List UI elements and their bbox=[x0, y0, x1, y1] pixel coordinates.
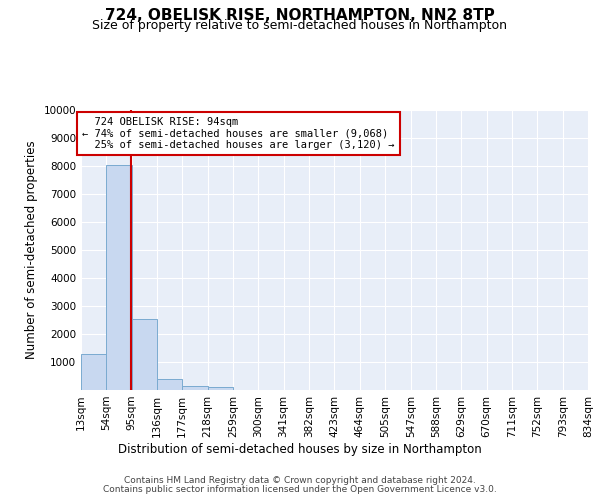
Text: Distribution of semi-detached houses by size in Northampton: Distribution of semi-detached houses by … bbox=[118, 442, 482, 456]
Text: Size of property relative to semi-detached houses in Northampton: Size of property relative to semi-detach… bbox=[92, 19, 508, 32]
Bar bbox=[208, 386, 233, 390]
Bar bbox=[182, 386, 208, 390]
Text: Contains public sector information licensed under the Open Government Licence v3: Contains public sector information licen… bbox=[103, 485, 497, 494]
Bar bbox=[131, 320, 157, 390]
Text: 724, OBELISK RISE, NORTHAMPTON, NN2 8TP: 724, OBELISK RISE, NORTHAMPTON, NN2 8TP bbox=[105, 8, 495, 22]
Bar bbox=[81, 354, 106, 390]
Text: Contains HM Land Registry data © Crown copyright and database right 2024.: Contains HM Land Registry data © Crown c… bbox=[124, 476, 476, 485]
Bar bbox=[106, 164, 131, 390]
Y-axis label: Number of semi-detached properties: Number of semi-detached properties bbox=[25, 140, 38, 360]
Bar bbox=[157, 379, 182, 390]
Text: 724 OBELISK RISE: 94sqm
← 74% of semi-detached houses are smaller (9,068)
  25% : 724 OBELISK RISE: 94sqm ← 74% of semi-de… bbox=[82, 117, 395, 150]
